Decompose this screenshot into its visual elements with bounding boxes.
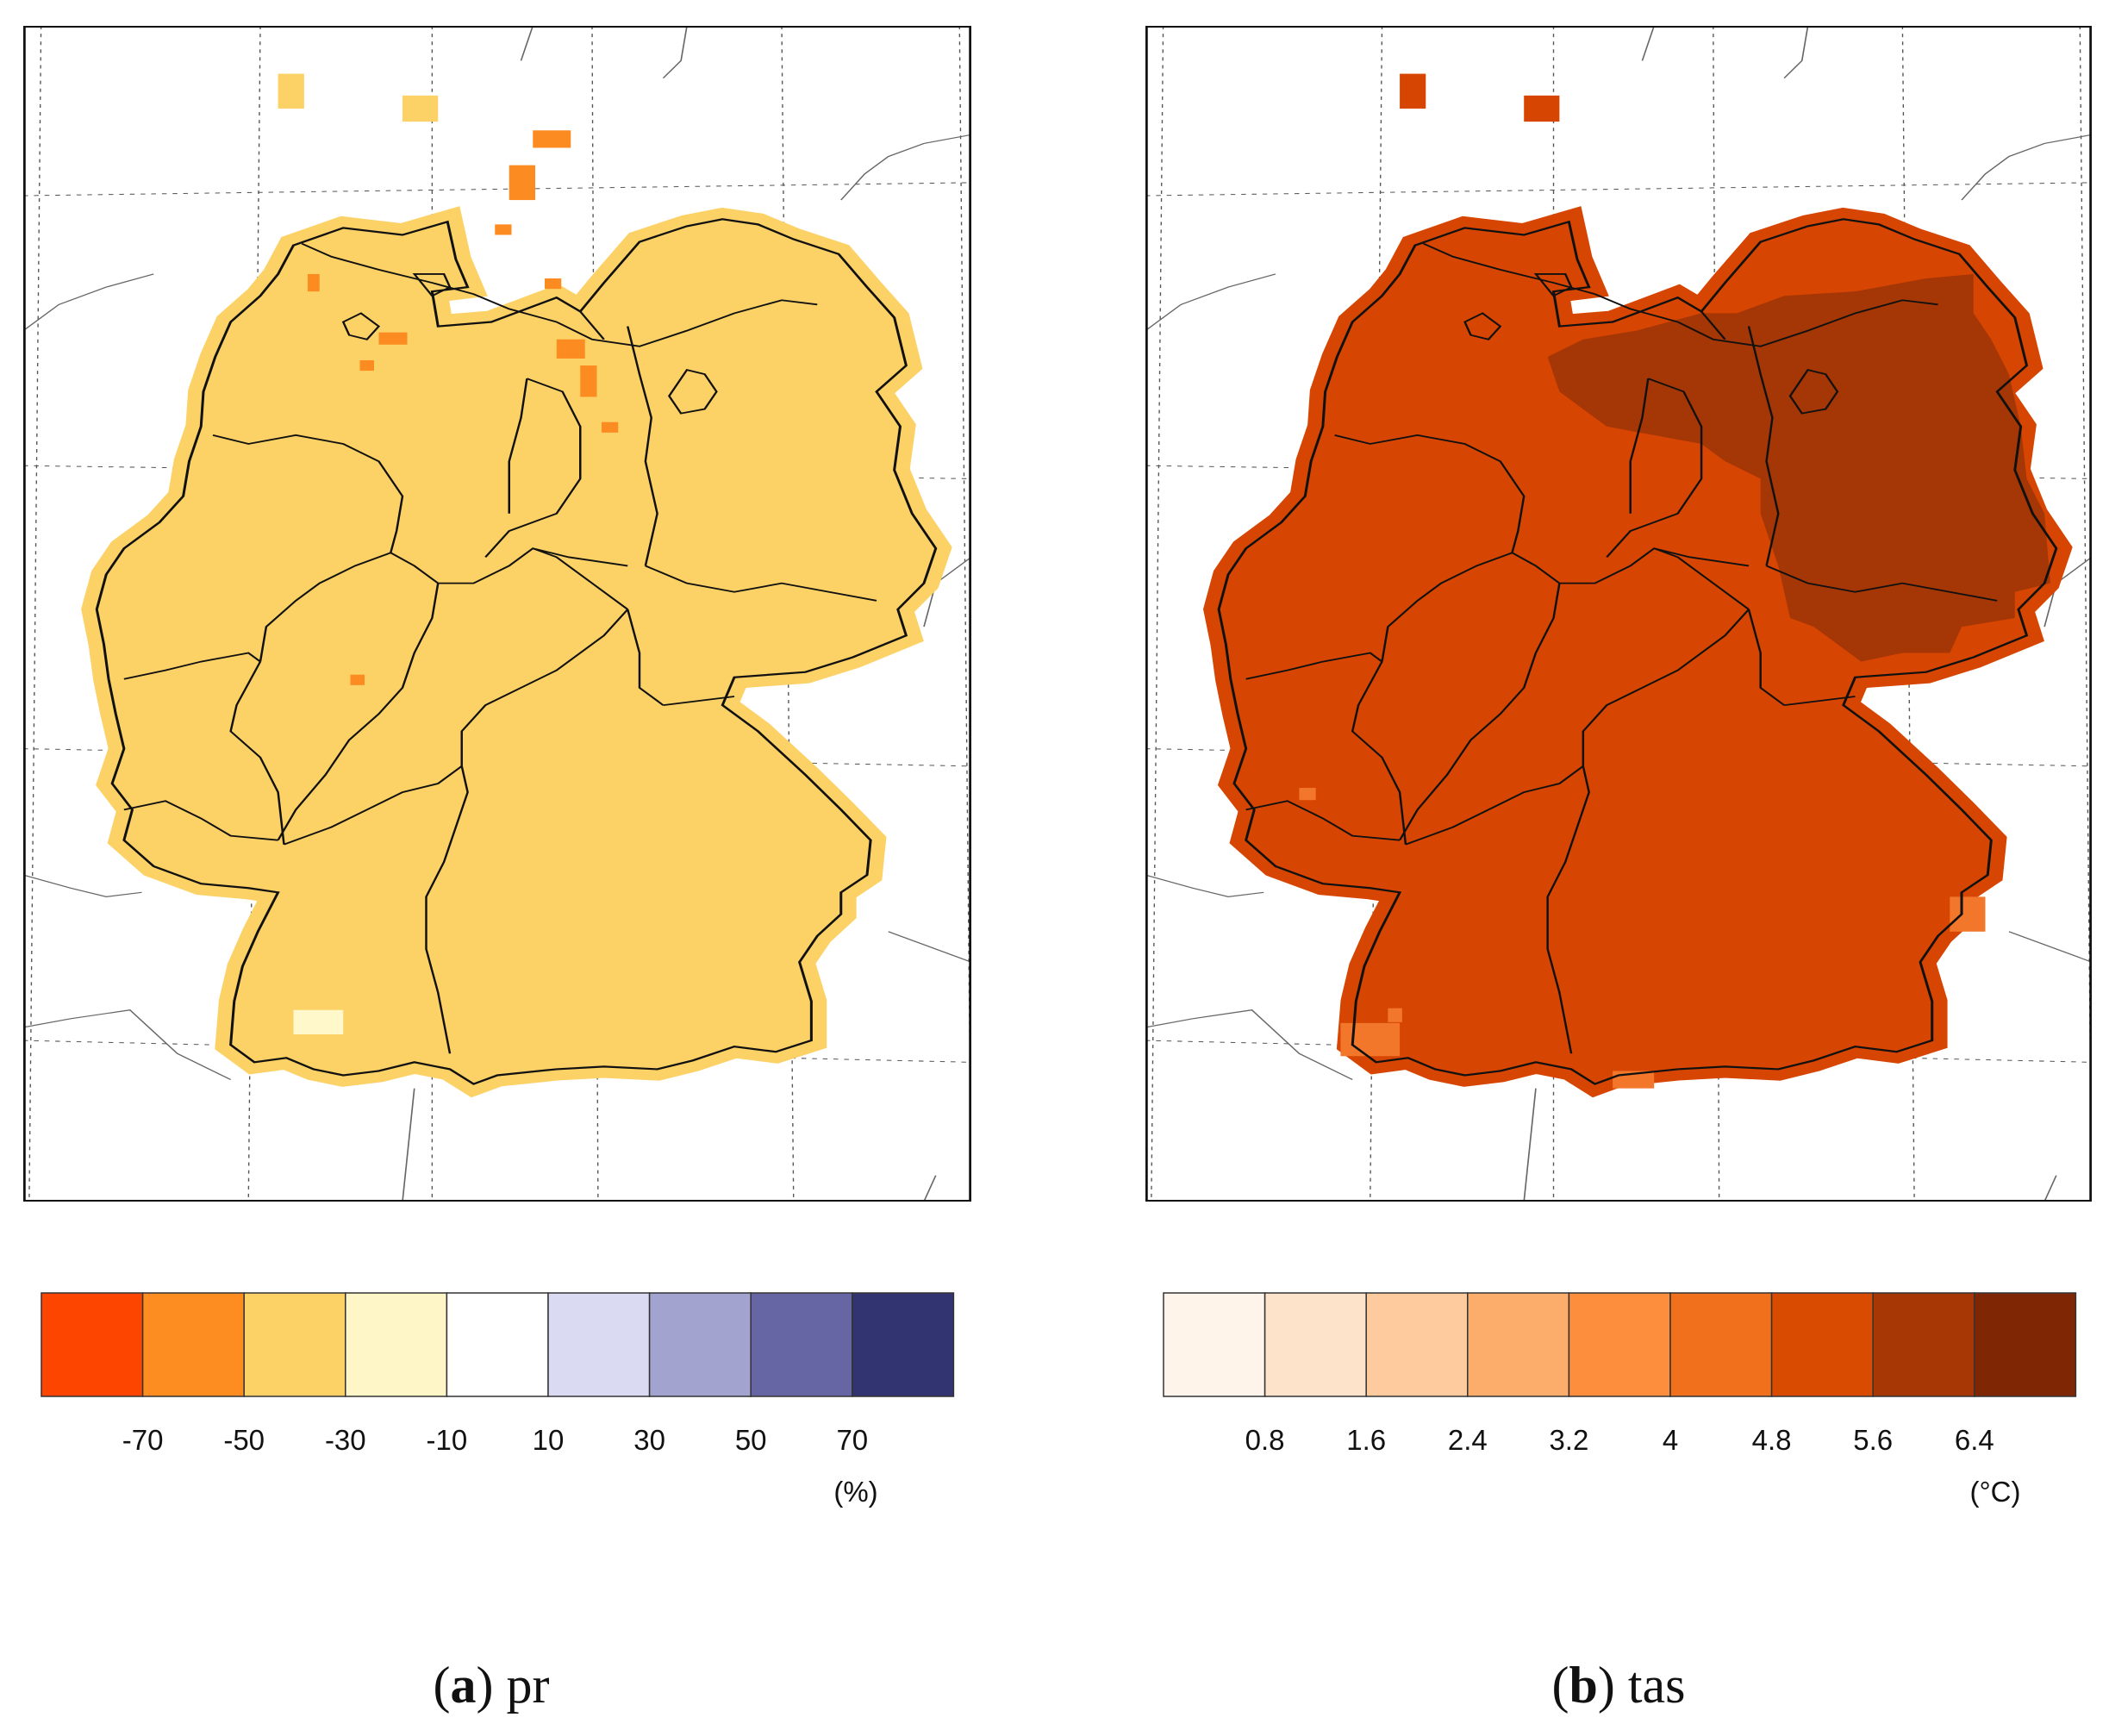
- temp-legend-tick-4: 4: [1663, 1424, 1678, 1456]
- precip-legend-boxes: [41, 1292, 955, 1397]
- temp-legend: 0.8 1.6 2.4 3.2 4 4.8 5.6 6.4 (°C): [1163, 1292, 2077, 1508]
- temp-legend-box-6: [1770, 1292, 1874, 1397]
- precip-wet-cell: [293, 1009, 344, 1035]
- precip-legend: -70 -50 -30 -10 10 30 50 70 (%): [41, 1292, 955, 1508]
- panel-temperature: 0.8 1.6 2.4 3.2 4 4.8 5.6 6.4 (°C) (b) tas: [1120, 0, 2109, 1736]
- temp-legend-box-8: [1974, 1292, 2077, 1397]
- temp-legend-tick-0: 0.8: [1245, 1424, 1285, 1456]
- temp-legend-ticks: 0.8 1.6 2.4 3.2 4 4.8 5.6 6.4: [1245, 1424, 1994, 1456]
- precip-legend-box-3: [345, 1292, 448, 1397]
- precip-field: [97, 73, 936, 1084]
- precip-dry-cells: [308, 130, 619, 685]
- precip-legend-tick-7: 70: [836, 1424, 868, 1456]
- temp-legend-box-3: [1467, 1292, 1570, 1397]
- temp-legend-box-7: [1872, 1292, 1975, 1397]
- temp-cooler-cells: [1299, 788, 1986, 1089]
- panel-precipitation: -70 -50 -30 -10 10 30 50 70 (%) (a) pr: [0, 0, 1034, 1736]
- precip-legend-tick-0: -70: [122, 1424, 164, 1456]
- precip-caption-letter: a: [451, 1657, 477, 1714]
- temperature-figure: 0.8 1.6 2.4 3.2 4 4.8 5.6 6.4 (°C) (b) tas: [1145, 26, 2092, 1714]
- precip-legend-tick-5: 30: [633, 1424, 665, 1456]
- temp-legend-boxes: [1163, 1292, 2077, 1397]
- temperature-map: [1145, 26, 2092, 1202]
- temp-legend-tick-7: 6.4: [1955, 1424, 1994, 1456]
- precip-caption: (a) pr: [434, 1657, 550, 1714]
- temp-legend-box-0: [1163, 1292, 1266, 1397]
- precip-legend-box-7: [750, 1292, 853, 1397]
- temp-hot-region: [1547, 273, 2050, 662]
- temp-field: [1219, 73, 2056, 1084]
- precip-legend-tick-4: 10: [533, 1424, 565, 1456]
- temp-legend-tick-1: 1.6: [1346, 1424, 1386, 1456]
- precipitation-map: [23, 26, 971, 1202]
- state-borders: [1245, 242, 1998, 1054]
- precip-legend-box-2: [243, 1292, 346, 1397]
- temp-caption: (b) tas: [1552, 1657, 1686, 1714]
- temp-caption-variable: tas: [1628, 1657, 1686, 1714]
- temp-legend-tick-5: 4.8: [1752, 1424, 1792, 1456]
- temp-legend-box-4: [1568, 1292, 1671, 1397]
- precipitation-figure: -70 -50 -30 -10 10 30 50 70 (%) (a) pr: [23, 26, 971, 1714]
- precip-legend-tick-3: -10: [427, 1424, 468, 1456]
- temp-legend-tick-6: 5.6: [1853, 1424, 1893, 1456]
- temp-legend-box-5: [1669, 1292, 1773, 1397]
- precip-legend-box-8: [852, 1292, 955, 1397]
- precip-legend-box-5: [547, 1292, 651, 1397]
- precip-legend-box-1: [141, 1292, 245, 1397]
- temp-legend-box-2: [1365, 1292, 1469, 1397]
- temp-caption-letter: b: [1569, 1657, 1597, 1714]
- precip-caption-variable: pr: [506, 1657, 549, 1714]
- state-borders: [123, 242, 877, 1054]
- temp-legend-box-1: [1264, 1292, 1367, 1397]
- precip-legend-unit: (%): [833, 1476, 877, 1508]
- precip-legend-tick-6: 50: [735, 1424, 767, 1456]
- precip-legend-box-6: [648, 1292, 752, 1397]
- temp-legend-tick-2: 2.4: [1448, 1424, 1488, 1456]
- precip-legend-tick-1: -50: [223, 1424, 265, 1456]
- temp-legend-unit: (°C): [1969, 1476, 2020, 1508]
- precip-legend-ticks: -70 -50 -30 -10 10 30 50 70: [122, 1424, 868, 1456]
- temp-legend-tick-3: 3.2: [1549, 1424, 1588, 1456]
- precip-legend-box-4: [446, 1292, 549, 1397]
- precip-legend-tick-2: -30: [325, 1424, 366, 1456]
- precip-legend-box-0: [41, 1292, 144, 1397]
